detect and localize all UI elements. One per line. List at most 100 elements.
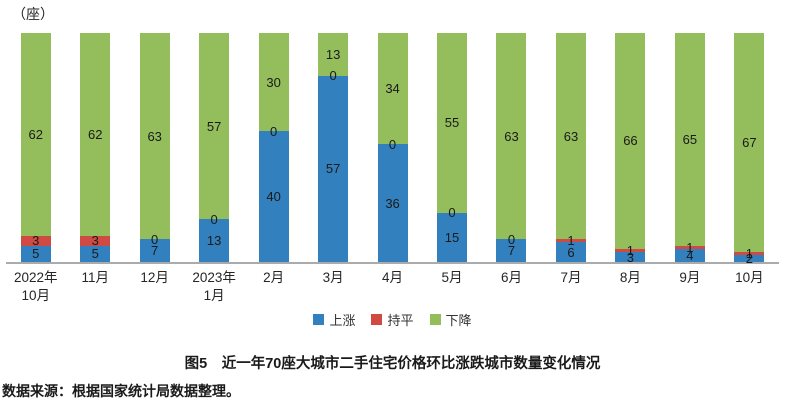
x-tick-label: 3月 bbox=[322, 270, 344, 285]
bar-column: 40 0 30 bbox=[244, 33, 303, 262]
legend-swatch-flat bbox=[371, 314, 383, 325]
bar-value-label-flat: 1 bbox=[567, 233, 575, 249]
bar-column: 7 0 63 bbox=[125, 33, 184, 262]
legend-label-rising: 上涨 bbox=[329, 313, 356, 328]
bar-column: 36 0 34 bbox=[363, 33, 422, 262]
bar-value-label-falling: 62 bbox=[87, 126, 103, 142]
x-tick-label: 5月 bbox=[441, 270, 463, 285]
bar-value-label-rising: 5 bbox=[32, 246, 40, 262]
bar-value-label-flat: 0 bbox=[507, 231, 516, 247]
x-tick-label: 2022年 10月 bbox=[13, 270, 58, 303]
bar-value-label-flat: 0 bbox=[210, 211, 218, 227]
bar-column: 6 1 63 bbox=[541, 33, 600, 262]
bar-segment-falling bbox=[734, 33, 765, 253]
x-tick-label: 12月 bbox=[140, 270, 169, 285]
bar-segment-falling bbox=[20, 33, 51, 236]
bar-segment-rising bbox=[139, 239, 170, 262]
bar-value-label-rising: 40 bbox=[266, 189, 281, 205]
legend-swatch-falling bbox=[429, 314, 441, 325]
bar-value-label-rising: 4 bbox=[686, 247, 694, 263]
bar-value-label-falling: 65 bbox=[682, 131, 698, 147]
bar-value-label-rising: 36 bbox=[385, 195, 400, 211]
bar-value-label-falling: 67 bbox=[742, 135, 757, 151]
bar-value-label-flat: 3 bbox=[91, 233, 99, 249]
data-source: 数据来源：根据国家统计局数据整理。 bbox=[2, 383, 240, 399]
bar-segment-rising bbox=[20, 245, 51, 262]
bar-segment-flat bbox=[734, 252, 765, 256]
plot-area: 5 3 62 5 3 62 7 0 63 13 0 57 40 0 30 57 0 13 36 0 34 15 0 55 7 0 6… bbox=[6, 33, 779, 266]
bar-segment-rising bbox=[80, 245, 111, 262]
x-tick-label: 11月 bbox=[81, 270, 109, 285]
figure-caption: 图5 近一年70座大城市二手住宅价格环比涨跌城市数量变化情况 bbox=[184, 356, 601, 372]
bar-segment-rising bbox=[734, 255, 765, 262]
bar-value-label-falling: 66 bbox=[623, 133, 638, 149]
bar-column: 15 0 55 bbox=[422, 33, 481, 262]
x-tick-label: 7月 bbox=[560, 270, 582, 285]
bar-value-label-rising: 2 bbox=[745, 251, 753, 267]
y-axis-unit-label: （座） bbox=[12, 6, 54, 22]
bar-segment-rising bbox=[496, 239, 527, 262]
legend-swatch-rising bbox=[313, 314, 325, 325]
bar-value-label-rising: 7 bbox=[507, 243, 516, 259]
legend: 上涨 持平 下降 bbox=[0, 310, 785, 329]
bar-value-label-flat: 1 bbox=[626, 243, 635, 259]
x-tick-label: 10月 bbox=[735, 270, 764, 285]
bar-segment-falling bbox=[555, 33, 586, 240]
bar-value-label-falling: 62 bbox=[28, 126, 43, 142]
bar-value-label-flat: 0 bbox=[329, 68, 337, 84]
bar-value-label-flat: 0 bbox=[151, 231, 159, 247]
x-tick-label: 2023年 1月 bbox=[192, 270, 236, 303]
bar-segment-falling bbox=[437, 33, 468, 213]
bar-segment-falling bbox=[318, 33, 349, 76]
bar-column: 3 1 66 bbox=[601, 33, 660, 265]
bar-segment-rising bbox=[437, 212, 468, 262]
x-tick-label: 2月 bbox=[263, 270, 285, 285]
bar-segment-falling bbox=[139, 33, 170, 240]
bar-value-label-falling: 30 bbox=[266, 74, 281, 90]
bar-value-label-rising: 57 bbox=[325, 161, 341, 177]
bar-segment-rising bbox=[377, 144, 408, 262]
bar-value-label-rising: 13 bbox=[206, 233, 222, 249]
bar-column: 4 1 65 bbox=[660, 33, 719, 263]
bar-segment-rising bbox=[199, 219, 230, 262]
x-tick-label: 4月 bbox=[382, 270, 404, 285]
bar-segment-flat bbox=[555, 239, 586, 243]
bar-column: 13 0 57 bbox=[184, 33, 243, 262]
bar-value-label-falling: 55 bbox=[444, 115, 460, 131]
bar-segment-rising bbox=[318, 75, 349, 262]
bar-segment-falling bbox=[674, 33, 705, 246]
bar-segment-falling bbox=[80, 33, 111, 236]
bar-segment-flat bbox=[80, 235, 111, 246]
bar-column: 57 0 13 bbox=[303, 33, 362, 262]
bar-segment-flat bbox=[615, 248, 646, 253]
bar-value-label-falling: 13 bbox=[325, 46, 341, 62]
legend-label-falling: 下降 bbox=[445, 313, 472, 328]
bar-value-label-rising: 6 bbox=[567, 244, 575, 260]
bar-value-label-flat: 0 bbox=[448, 205, 456, 221]
bar-column: 5 3 62 bbox=[6, 33, 65, 262]
bar-column: 2 1 67 bbox=[720, 33, 779, 266]
x-tick-label: 6月 bbox=[500, 270, 522, 285]
x-axis: 2022年 10月 11月 12月 2023年 1月 2月 3月 4月 5月 6月 7月 8月 9月 1… bbox=[6, 269, 779, 305]
bar-value-label-flat: 0 bbox=[269, 123, 278, 139]
bar-segment-falling bbox=[377, 33, 408, 145]
bar-segment-rising bbox=[258, 131, 289, 262]
legend-item-flat: 持平 bbox=[371, 310, 414, 329]
bar-segment-rising bbox=[674, 248, 705, 262]
legend-item-rising: 上涨 bbox=[313, 310, 355, 329]
bar-segment-flat bbox=[674, 245, 705, 249]
bar-segment-flat bbox=[20, 235, 51, 246]
bar-segment-falling bbox=[199, 33, 230, 220]
x-tick-label: 9月 bbox=[679, 270, 701, 285]
bar-segment-rising bbox=[615, 252, 646, 262]
bar-value-label-rising: 15 bbox=[444, 229, 460, 245]
bar-segment-falling bbox=[615, 33, 646, 249]
bar-segment-falling bbox=[258, 33, 289, 132]
bar-value-label-flat: 1 bbox=[745, 246, 753, 262]
legend-label-flat: 持平 bbox=[387, 313, 414, 328]
bar-value-label-falling: 63 bbox=[504, 128, 519, 144]
bar-value-label-flat: 0 bbox=[388, 136, 397, 152]
bar-segment-falling bbox=[496, 33, 527, 240]
bar-column: 5 3 62 bbox=[65, 33, 124, 262]
